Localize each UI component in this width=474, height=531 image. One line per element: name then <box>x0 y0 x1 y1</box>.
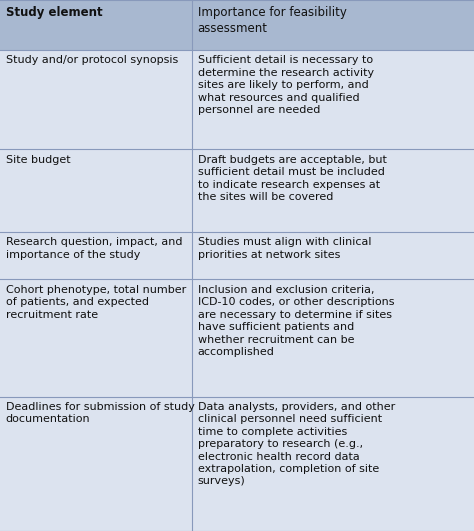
Text: Data analysts, providers, and other
clinical personnel need sufficient
time to c: Data analysts, providers, and other clin… <box>198 402 395 486</box>
Bar <box>0 0 474 50</box>
Text: Study element: Study element <box>6 5 102 19</box>
Text: Importance for feasibility
assessment: Importance for feasibility assessment <box>198 5 346 35</box>
Bar <box>0 232 474 279</box>
Text: Cohort phenotype, total number
of patients, and expected
recruitment rate: Cohort phenotype, total number of patien… <box>6 285 186 320</box>
Bar <box>0 279 474 397</box>
Text: Research question, impact, and
importance of the study: Research question, impact, and importanc… <box>6 237 182 260</box>
Text: Inclusion and exclusion criteria,
ICD-10 codes, or other descriptions
are necess: Inclusion and exclusion criteria, ICD-10… <box>198 285 394 357</box>
Text: Draft budgets are acceptable, but
sufficient detail must be included
to indicate: Draft budgets are acceptable, but suffic… <box>198 155 386 202</box>
Bar <box>0 397 474 531</box>
Text: Studies must align with clinical
priorities at network sites: Studies must align with clinical priorit… <box>198 237 371 260</box>
Text: Site budget: Site budget <box>6 155 70 165</box>
Bar <box>0 50 474 150</box>
Text: Study and/or protocol synopsis: Study and/or protocol synopsis <box>6 55 178 65</box>
Text: Sufficient detail is necessary to
determine the research activity
sites are like: Sufficient detail is necessary to determ… <box>198 55 374 115</box>
Bar <box>0 150 474 232</box>
Text: Deadlines for submission of study
documentation: Deadlines for submission of study docume… <box>6 402 194 424</box>
